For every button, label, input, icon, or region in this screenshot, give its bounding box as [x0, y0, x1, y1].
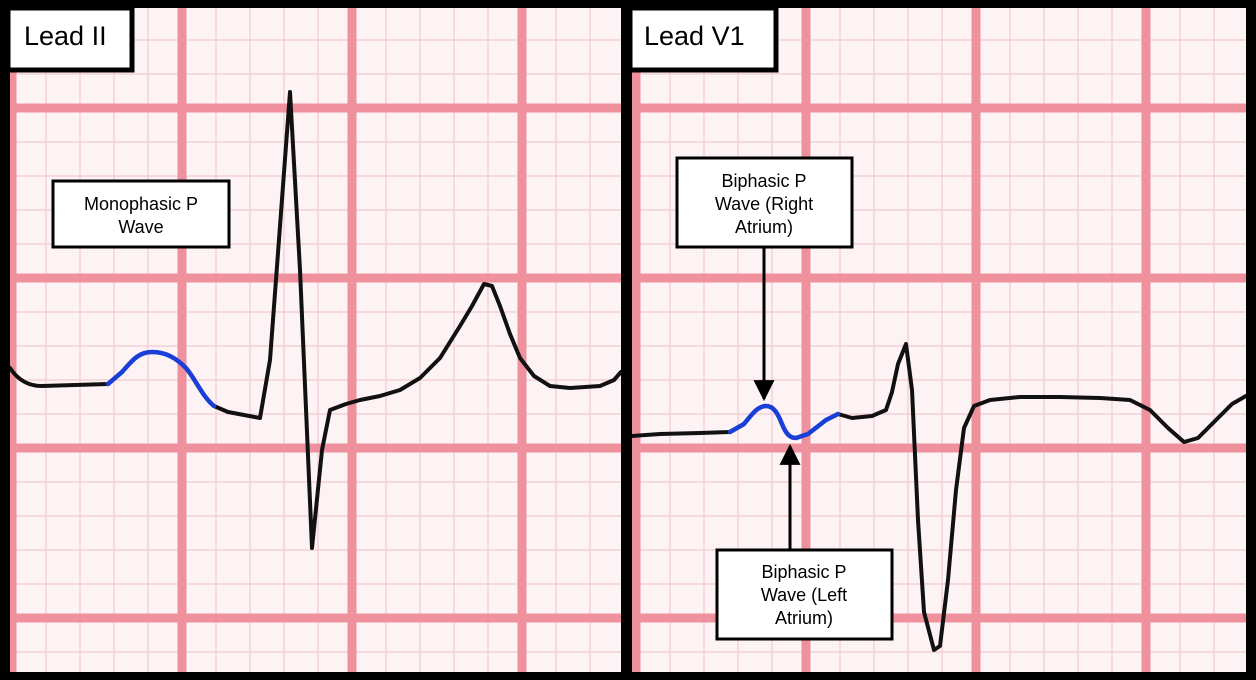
lead-v1-label: Lead V1: [644, 21, 745, 51]
right-atrium-callout: Biphasic P Wave (Right Atrium): [675, 156, 854, 249]
left-atrium-callout-line-1: Biphasic P: [761, 562, 846, 582]
left-atrium-callout-line-2: Wave (Left: [761, 585, 847, 605]
monophasic-callout-line-2: Wave: [118, 217, 163, 237]
lead-v1-biphasic-p-wave-highlight: [727, 403, 841, 441]
major-grid: [10, 8, 621, 672]
lead-ii-p-wave-highlight: [105, 349, 217, 409]
monophasic-p-wave-callout: Monophasic P Wave: [51, 179, 231, 249]
left-atrium-callout-line-3: Atrium): [775, 608, 833, 628]
right-atrium-callout-line-1: Biphasic P: [721, 171, 806, 191]
left-atrium-callout: Biphasic P Wave (Left Atrium): [715, 548, 894, 641]
lead-ii-label: Lead II: [24, 21, 107, 51]
lead-v1-label-box: Lead V1: [627, 5, 779, 73]
right-atrium-callout-line-2: Wave (Right: [715, 194, 813, 214]
lead-ii-label-box: Lead II: [5, 5, 135, 73]
right-atrium-callout-line-3: Atrium): [735, 217, 793, 237]
monophasic-callout-line-1: Monophasic P: [84, 194, 198, 214]
lead-ii-panel: [10, 8, 621, 672]
